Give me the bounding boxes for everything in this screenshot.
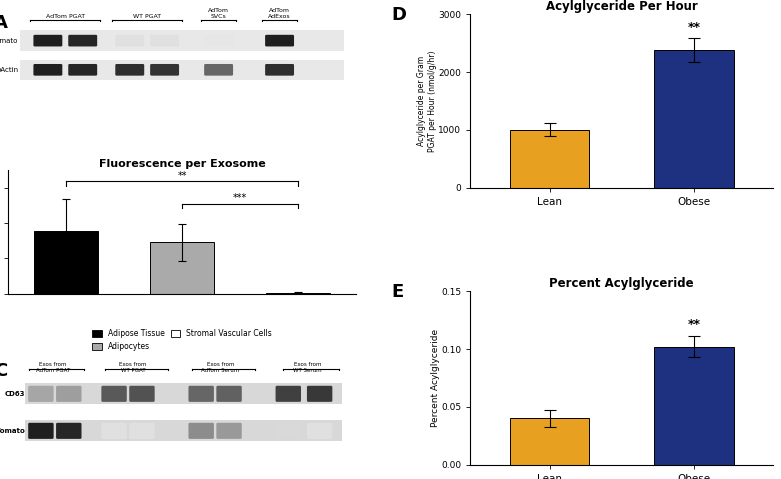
Bar: [25, 421, 342, 441]
Bar: [150, 242, 214, 294]
Text: C: C: [0, 362, 7, 380]
Text: WT PGAT: WT PGAT: [133, 14, 161, 19]
Text: tdTomato: tdTomato: [0, 38, 18, 44]
Text: Exos from
AdTom Serum: Exos from AdTom Serum: [201, 362, 240, 373]
Text: ***: ***: [233, 193, 248, 203]
FancyBboxPatch shape: [216, 423, 242, 439]
FancyBboxPatch shape: [116, 64, 144, 76]
Bar: [510, 419, 589, 465]
Title: Fluorescence per Exosome: Fluorescence per Exosome: [98, 159, 266, 169]
Bar: [654, 347, 733, 465]
FancyBboxPatch shape: [216, 386, 242, 402]
FancyBboxPatch shape: [265, 64, 294, 76]
FancyBboxPatch shape: [116, 35, 144, 46]
Bar: [20, 31, 344, 51]
FancyBboxPatch shape: [204, 64, 233, 76]
Bar: [25, 383, 342, 404]
FancyBboxPatch shape: [307, 386, 333, 402]
Text: D: D: [391, 6, 406, 24]
Title: Percent Acylglyceride: Percent Acylglyceride: [549, 277, 694, 290]
FancyBboxPatch shape: [28, 423, 54, 439]
FancyBboxPatch shape: [68, 35, 97, 46]
FancyBboxPatch shape: [276, 386, 301, 402]
FancyBboxPatch shape: [68, 64, 97, 76]
FancyBboxPatch shape: [276, 423, 301, 439]
FancyBboxPatch shape: [188, 386, 214, 402]
Text: Exos from
WT PGAT: Exos from WT PGAT: [119, 362, 147, 373]
FancyBboxPatch shape: [188, 423, 214, 439]
FancyBboxPatch shape: [28, 386, 54, 402]
FancyBboxPatch shape: [204, 35, 233, 46]
FancyBboxPatch shape: [34, 64, 62, 76]
FancyBboxPatch shape: [150, 64, 179, 76]
Text: AdTom
AdExos: AdTom AdExos: [268, 8, 291, 19]
Text: Exos from
WT Serum: Exos from WT Serum: [293, 362, 322, 373]
FancyBboxPatch shape: [307, 423, 333, 439]
FancyBboxPatch shape: [56, 386, 81, 402]
Text: **: **: [687, 21, 701, 34]
FancyBboxPatch shape: [265, 35, 294, 46]
Bar: [34, 231, 98, 294]
Text: **: **: [177, 171, 187, 181]
Text: AdTom
SVCs: AdTom SVCs: [208, 8, 229, 19]
Text: **: **: [687, 318, 701, 331]
Y-axis label: Acylglyceride per Gram
PGAT per Hour (nmol/g/hr): Acylglyceride per Gram PGAT per Hour (nm…: [417, 50, 437, 152]
Bar: [654, 50, 733, 188]
Text: E: E: [391, 283, 404, 301]
FancyBboxPatch shape: [34, 35, 62, 46]
Text: A: A: [0, 14, 8, 33]
Legend: Adipose Tissue, Adipocytes, Stromal Vascular Cells: Adipose Tissue, Adipocytes, Stromal Vasc…: [89, 326, 275, 354]
Text: AdTom PGAT: AdTom PGAT: [46, 14, 85, 19]
Text: tdTomato: tdTomato: [0, 428, 25, 434]
Y-axis label: Percent Acylglyceride: Percent Acylglyceride: [430, 329, 440, 427]
Bar: [510, 130, 589, 188]
FancyBboxPatch shape: [129, 386, 155, 402]
Title: Acylglyceride Per Hour: Acylglyceride Per Hour: [546, 0, 697, 13]
FancyBboxPatch shape: [56, 423, 81, 439]
Text: bActin: bActin: [0, 67, 18, 73]
Text: Exos from
AdTom PGAT: Exos from AdTom PGAT: [36, 362, 70, 373]
FancyBboxPatch shape: [150, 35, 179, 46]
FancyBboxPatch shape: [129, 423, 155, 439]
Bar: [266, 293, 330, 294]
FancyBboxPatch shape: [102, 423, 127, 439]
Bar: [20, 59, 344, 80]
FancyBboxPatch shape: [102, 386, 127, 402]
Text: CD63: CD63: [5, 391, 25, 397]
